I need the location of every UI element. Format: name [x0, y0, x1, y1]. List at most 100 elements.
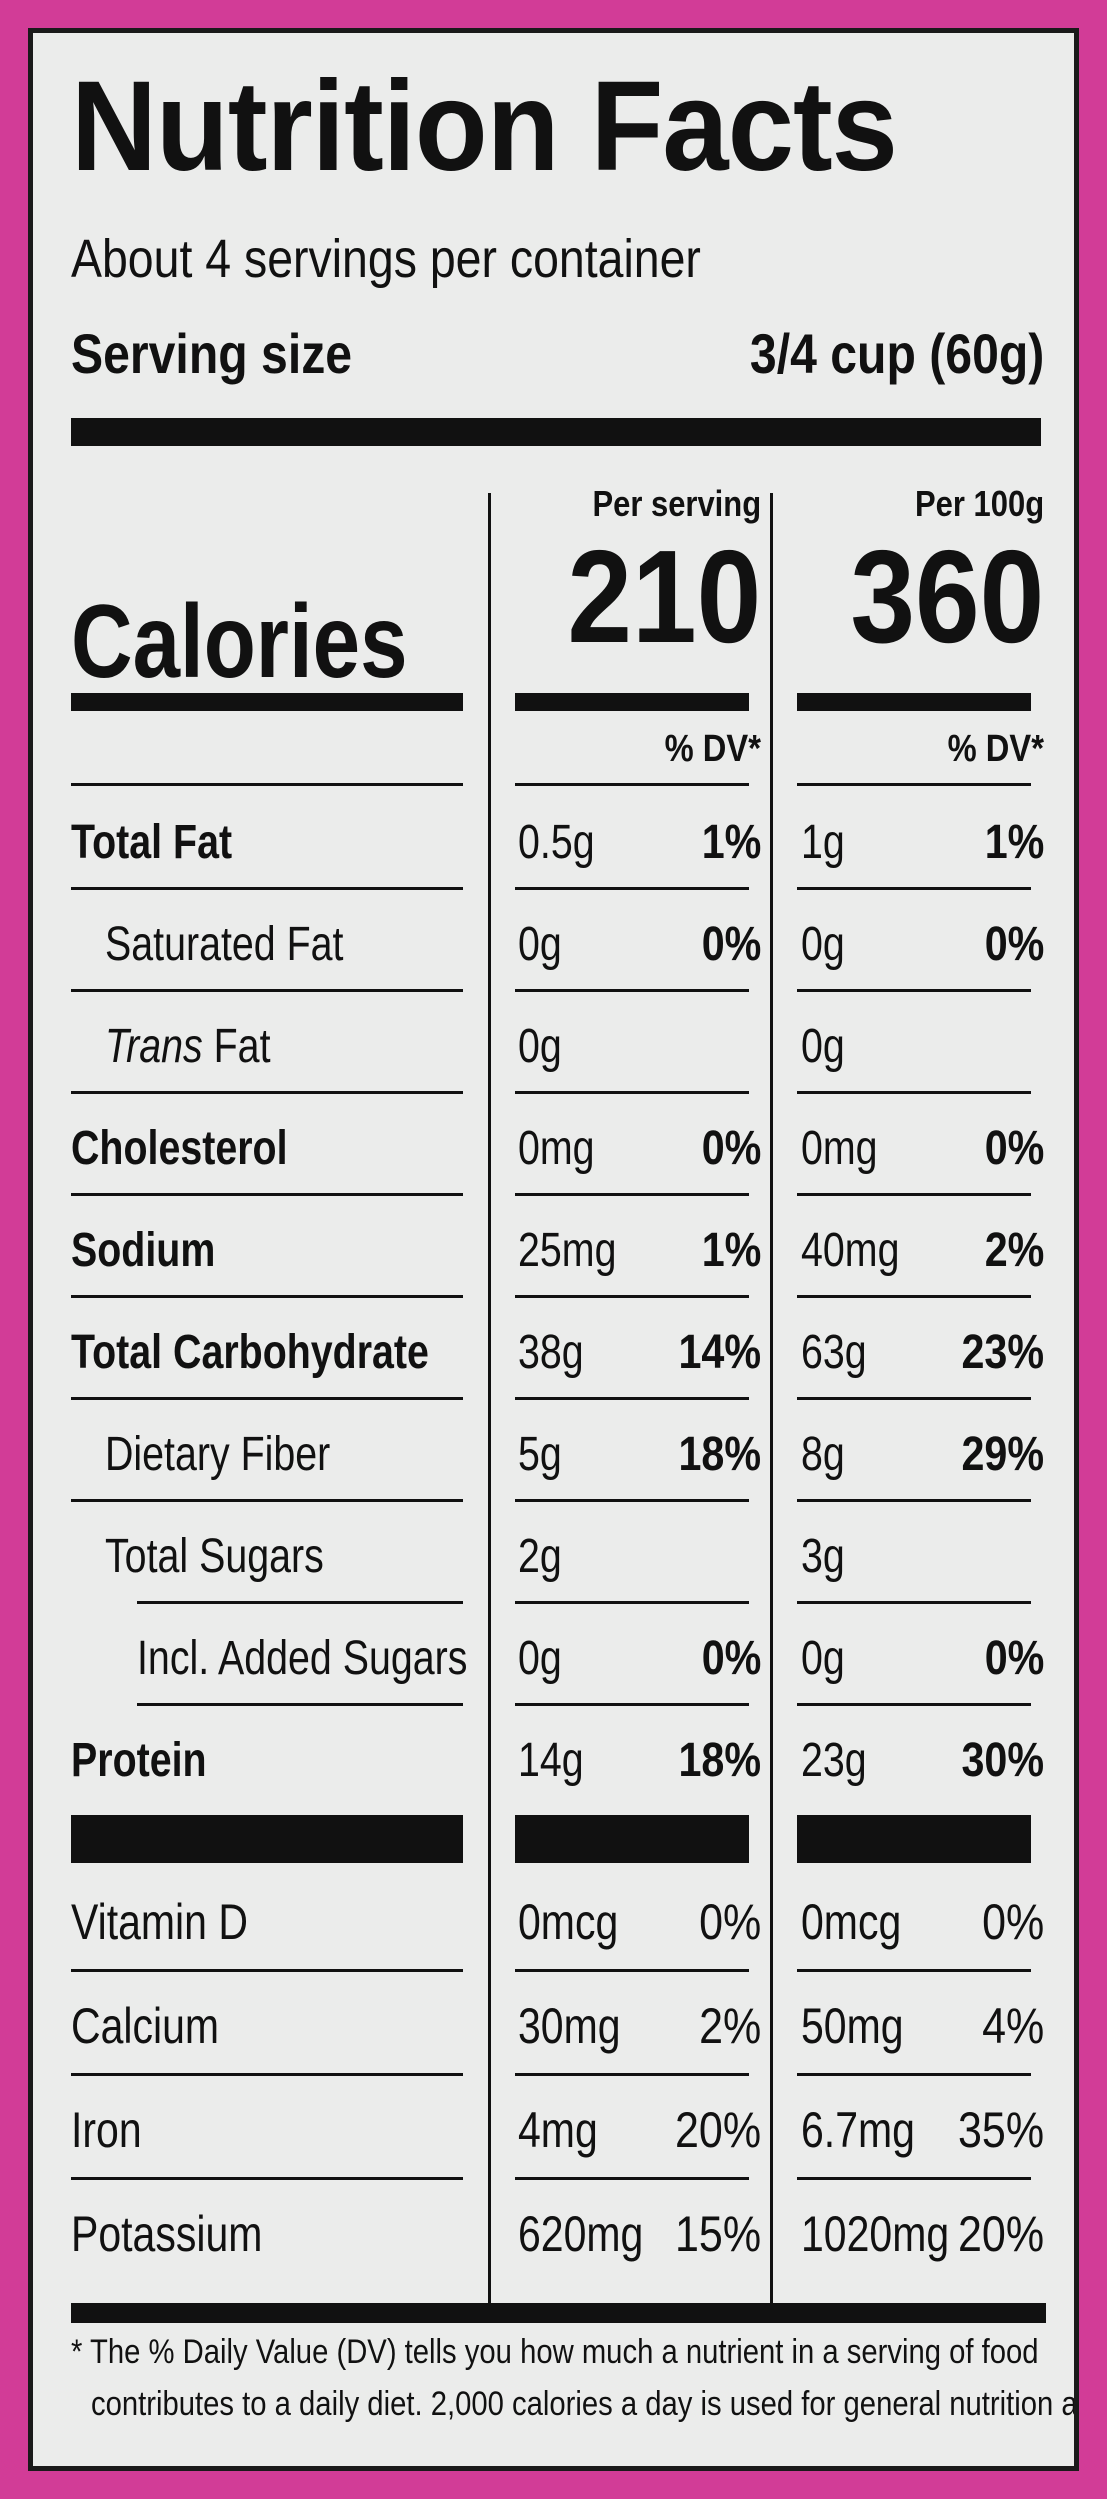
row-line — [137, 1703, 463, 1706]
calories-per-serving: 210 — [567, 523, 761, 670]
nutrient-amount: 8g — [801, 1428, 845, 1481]
row-line — [71, 1193, 463, 1196]
row-line — [515, 887, 749, 890]
row-line — [515, 1295, 749, 1298]
vitamin-daily-value: 4% — [981, 1998, 1044, 2054]
nutrient-amount: 5g — [518, 1428, 562, 1481]
vitamin-daily-value: 35% — [957, 2102, 1044, 2158]
vitamin-amount: 0mcg — [518, 1894, 619, 1950]
row-line — [797, 887, 1031, 890]
nutrient-name-rest: Fat — [202, 1020, 271, 1073]
servings-per-container: About 4 servings per container — [71, 229, 701, 289]
row-line — [71, 2177, 463, 2180]
row-line — [797, 1969, 1031, 1972]
row-line — [797, 783, 1031, 786]
row-line — [515, 989, 749, 992]
row-line — [797, 1295, 1031, 1298]
row-line — [797, 2073, 1031, 2076]
dv-header-per-serving: % DV* — [664, 728, 761, 770]
thick-divider-vitamins-right — [797, 1815, 1031, 1863]
row-line — [515, 2073, 749, 2076]
row-line — [797, 1091, 1031, 1094]
vitamin-amount: 620mg — [518, 2206, 644, 2262]
row-line — [797, 989, 1031, 992]
vitamin-amount: 0mcg — [801, 1894, 902, 1950]
label-title: Nutrition Facts — [71, 55, 898, 198]
row-line — [71, 989, 463, 992]
nutrient-name: Cholesterol — [71, 1122, 288, 1175]
vitamin-name: Iron — [71, 2102, 142, 2158]
nutrient-name: Protein — [71, 1734, 207, 1787]
row-line — [71, 783, 463, 786]
nutrient-daily-value: 30% — [961, 1734, 1044, 1787]
serving-size-label: Serving size — [71, 322, 353, 385]
nutrient-amount: 2g — [518, 1530, 562, 1583]
nutrient-amount: 1g — [801, 816, 845, 869]
thick-divider-bottom — [71, 2303, 1046, 2323]
nutrient-amount: 25mg — [518, 1224, 617, 1277]
vitamin-daily-value: 0% — [698, 1894, 761, 1950]
vitamin-amount: 6.7mg — [801, 2102, 915, 2158]
footnote-line-2: contributes to a daily diet. 2,000 calor… — [91, 2385, 1079, 2423]
nutrient-name: Total Carbohydrate — [71, 1326, 429, 1379]
nutrition-label-panel: Nutrition Facts About 4 servings per con… — [28, 28, 1079, 2471]
vitamin-name: Calcium — [71, 1998, 220, 2054]
nutrient-name: Sodium — [71, 1224, 216, 1277]
nutrient-amount: 0g — [801, 918, 845, 971]
row-line — [797, 1193, 1031, 1196]
footnote-line-1: * The % Daily Value (DV) tells you how m… — [71, 2333, 1039, 2371]
nutrient-name: Incl. Added Sugars — [137, 1632, 468, 1685]
row-line — [797, 1499, 1031, 1502]
thick-divider-vitamins-left — [71, 1815, 463, 1863]
row-line — [71, 1091, 463, 1094]
nutrient-amount: 14g — [518, 1734, 584, 1787]
row-line — [71, 1295, 463, 1298]
nutrient-daily-value: 29% — [961, 1428, 1044, 1481]
dv-header-per-100g: % DV* — [947, 728, 1044, 770]
row-line — [797, 1703, 1031, 1706]
row-line — [71, 1499, 463, 1502]
calories-label: Calories — [71, 584, 408, 700]
vitamin-daily-value: 2% — [698, 1998, 761, 2054]
nutrient-daily-value: 0% — [701, 1632, 761, 1685]
nutrient-name: Dietary Fiber — [105, 1428, 331, 1481]
nutrient-daily-value: 14% — [678, 1326, 761, 1379]
nutrient-name: Total Sugars — [105, 1530, 324, 1583]
row-line — [71, 887, 463, 890]
column-divider-1 — [488, 493, 491, 2303]
vitamin-daily-value: 20% — [957, 2206, 1044, 2262]
column-header-per-100g: Per 100g — [914, 483, 1044, 524]
column-divider-2 — [770, 493, 773, 2303]
nutrient-name: Total Fat — [71, 816, 233, 869]
nutrient-amount: 0mg — [801, 1122, 878, 1175]
thick-divider-top — [71, 418, 1041, 446]
nutrient-name: Saturated Fat — [105, 918, 344, 971]
row-line — [71, 1397, 463, 1400]
row-line — [515, 1091, 749, 1094]
thick-divider-vitamins-mid — [515, 1815, 749, 1863]
nutrient-daily-value: 0% — [701, 1122, 761, 1175]
vitamin-daily-value: 15% — [674, 2206, 761, 2262]
nutrient-amount: 0g — [801, 1020, 845, 1073]
row-line — [515, 1601, 749, 1604]
vitamin-name: Vitamin D — [71, 1894, 248, 1950]
nutrient-name-italic: Trans — [105, 1020, 203, 1073]
nutrient-amount: 3g — [801, 1530, 845, 1583]
vitamin-amount: 4mg — [518, 2102, 598, 2158]
nutrient-daily-value: 18% — [678, 1734, 761, 1787]
calories-divider-left — [71, 693, 463, 711]
calories-divider-right — [797, 693, 1031, 711]
nutrient-amount: 40mg — [801, 1224, 900, 1277]
row-line — [71, 2073, 463, 2076]
row-line — [515, 783, 749, 786]
row-line — [515, 1703, 749, 1706]
nutrient-amount: 0g — [518, 1632, 562, 1685]
vitamin-daily-value: 0% — [981, 1894, 1044, 1950]
nutrient-daily-value: 0% — [984, 1122, 1044, 1175]
nutrient-amount: 38g — [518, 1326, 584, 1379]
calories-per-100g: 360 — [850, 523, 1044, 670]
nutrient-daily-value: 1% — [701, 1224, 761, 1277]
nutrient-daily-value: 0% — [984, 918, 1044, 971]
nutrient-amount: 0mg — [518, 1122, 595, 1175]
row-line — [71, 1969, 463, 1972]
